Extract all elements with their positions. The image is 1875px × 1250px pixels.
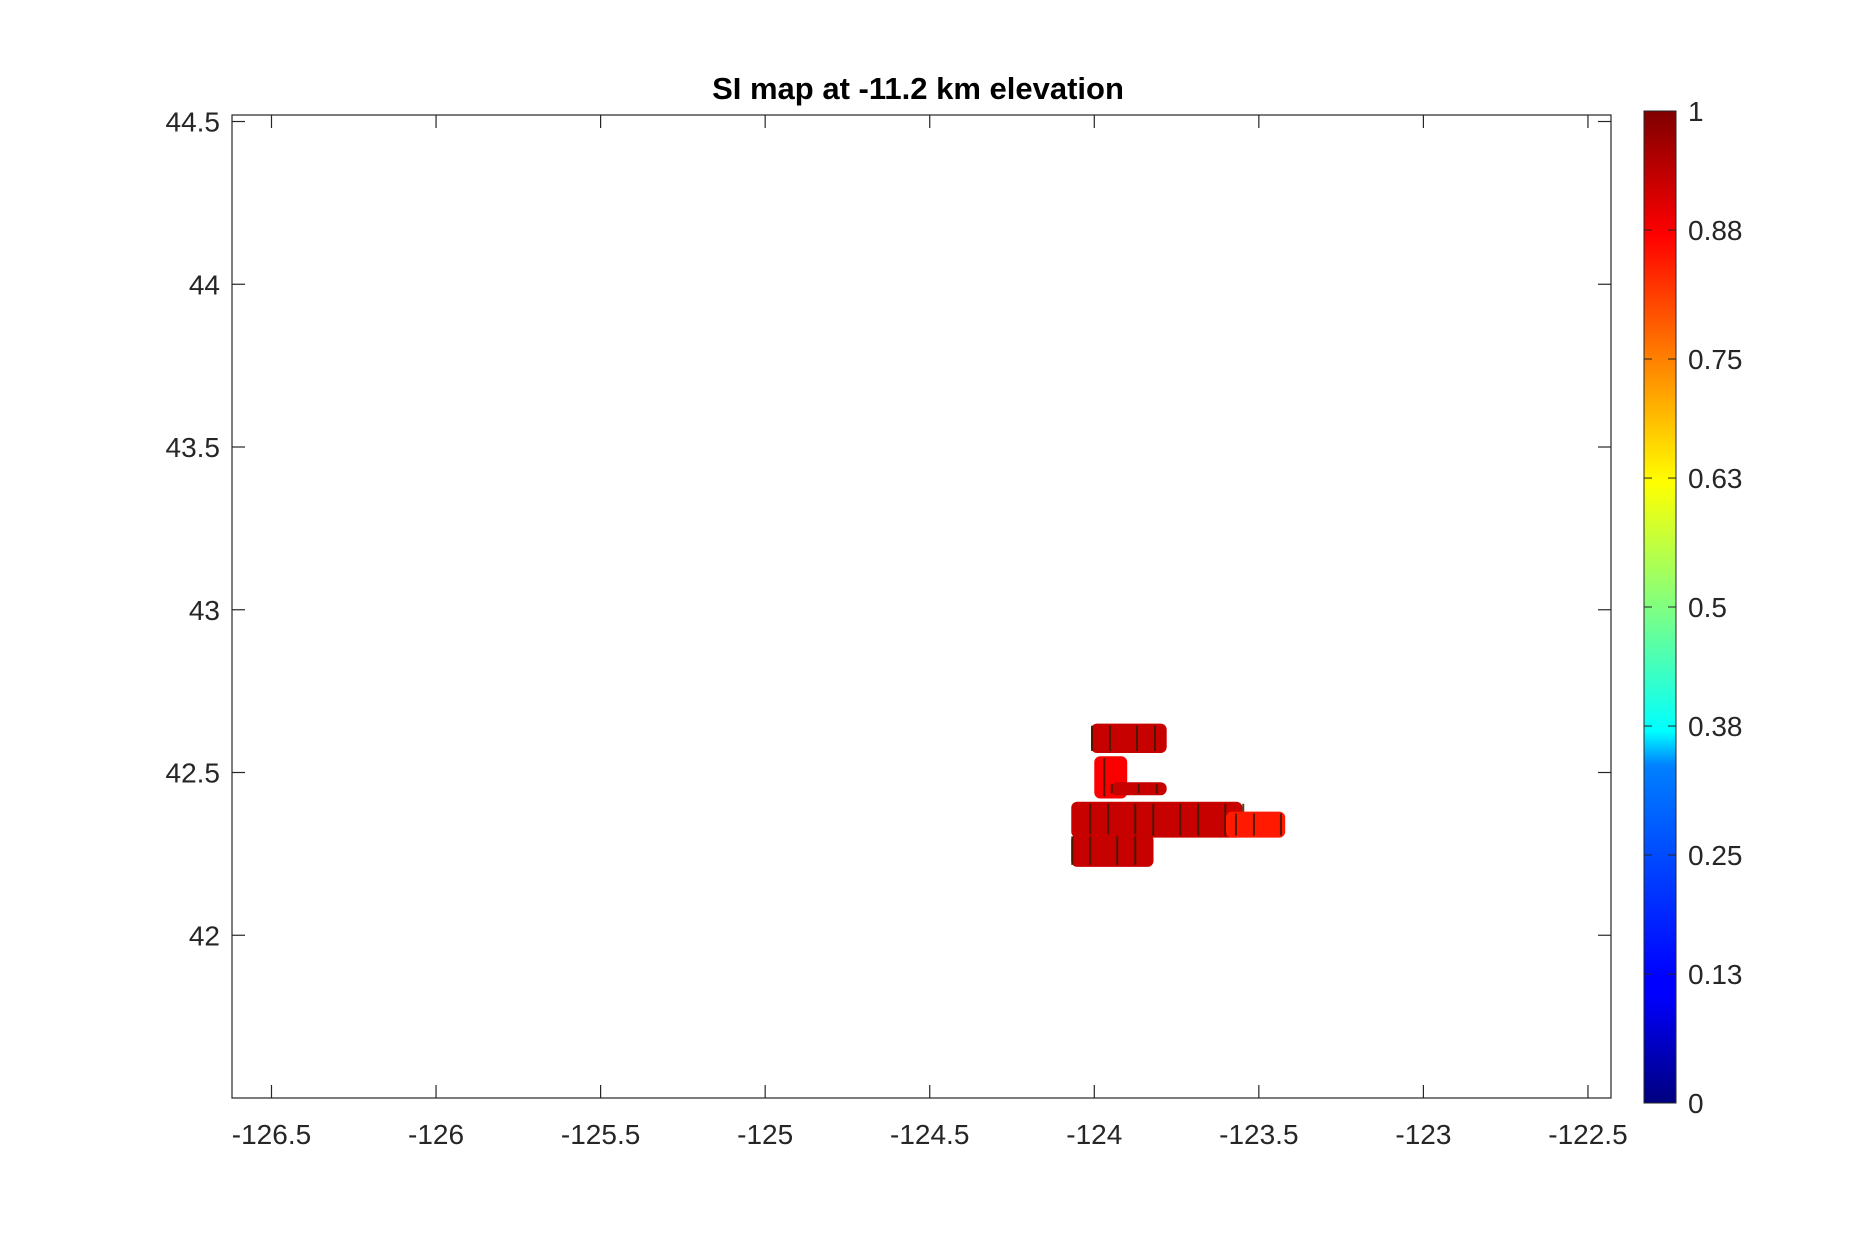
si-streak <box>1116 836 1119 865</box>
si-streak <box>1134 836 1137 865</box>
si-streak <box>1089 803 1092 836</box>
si-data-region <box>1071 723 1286 867</box>
si-streak <box>1179 803 1182 836</box>
x-tick-label: -123 <box>1395 1119 1451 1150</box>
colorbar-tick-label: 0.5 <box>1688 592 1727 623</box>
chart-title: SI map at -11.2 km elevation <box>712 71 1124 106</box>
colorbar-ticks: 0 0.13 0.25 0.38 0.5 0.63 0.75 0.88 1 <box>1644 96 1743 1119</box>
colorbar-tick-label: 1 <box>1688 96 1704 127</box>
si-streak <box>1224 803 1227 836</box>
si-patch <box>1071 801 1243 838</box>
si-streak <box>1090 725 1093 751</box>
x-tick-label: -126 <box>408 1119 464 1150</box>
y-tick-label: 44.5 <box>166 107 221 138</box>
x-tick-label: -125.5 <box>561 1119 640 1150</box>
si-streak <box>1103 758 1106 797</box>
si-streak <box>1279 813 1282 836</box>
y-tick-label: 42 <box>189 920 220 951</box>
si-streak <box>1071 836 1074 865</box>
si-streak <box>1089 836 1092 865</box>
y-tick-label: 43.5 <box>166 432 221 463</box>
si-streak <box>1137 784 1140 794</box>
colorbar-tick-label: 0.88 <box>1688 215 1743 246</box>
si-streak <box>1110 784 1113 794</box>
colorbar-tick-label: 0.38 <box>1688 711 1743 742</box>
x-tick-label: -126.5 <box>232 1119 311 1150</box>
si-streak <box>1197 803 1200 836</box>
x-tick-label: -124.5 <box>890 1119 969 1150</box>
y-tick-label: 42.5 <box>166 758 221 789</box>
plot-area: -126.5 -126 -125.5 -125 -124.5 -124 -123.5 -123… <box>166 107 1628 1150</box>
si-streak <box>1135 725 1138 751</box>
si-streak <box>1134 803 1137 836</box>
si-streak <box>1107 803 1110 836</box>
x-tick-label: -123.5 <box>1219 1119 1298 1150</box>
colorbar-tick-label: 0.63 <box>1688 463 1743 494</box>
si-streak <box>1108 725 1111 751</box>
si-streak <box>1252 813 1255 836</box>
colorbar-tick-label: 0.13 <box>1688 959 1743 990</box>
colorbar: 0 0.13 0.25 0.38 0.5 0.63 0.75 0.88 1 <box>1643 96 1743 1119</box>
y-tick-label: 43 <box>189 595 220 626</box>
y-axis: 42 42.5 43 43.5 44 44.5 <box>166 107 1611 951</box>
si-patch <box>1071 834 1154 867</box>
si-streak <box>1155 784 1158 794</box>
si-patch <box>1225 811 1286 838</box>
x-axis: -126.5 -126 -125.5 -125 -124.5 -124 -123.5 -123… <box>232 115 1628 1150</box>
y-tick-label: 44 <box>189 269 220 300</box>
colorbar-tick-label: 0.25 <box>1688 840 1743 871</box>
x-tick-label: -125 <box>737 1119 793 1150</box>
colorbar-tick-label: 0 <box>1688 1088 1704 1119</box>
colorbar-tick-label: 0.75 <box>1688 344 1743 375</box>
si-streak <box>1152 803 1155 836</box>
x-tick-label: -124 <box>1066 1119 1122 1150</box>
x-tick-label: -122.5 <box>1548 1119 1627 1150</box>
axes-box <box>231 114 1612 1099</box>
si-streak <box>1234 813 1237 836</box>
si-streak <box>1153 725 1156 751</box>
